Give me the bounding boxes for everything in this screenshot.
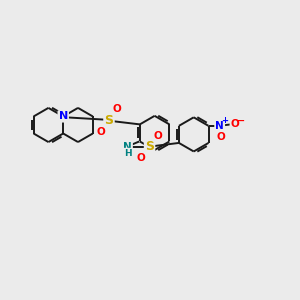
Text: O: O	[137, 153, 146, 163]
Text: H: H	[124, 149, 131, 158]
Text: N: N	[215, 121, 224, 131]
Text: N: N	[58, 111, 68, 122]
Text: S: S	[145, 140, 154, 153]
Text: O: O	[153, 131, 162, 141]
Text: O: O	[113, 104, 122, 114]
Text: O: O	[96, 127, 105, 137]
Text: S: S	[104, 114, 113, 127]
Text: −: −	[237, 116, 245, 126]
Text: O: O	[217, 132, 226, 142]
Text: +: +	[221, 116, 229, 125]
Text: N: N	[123, 142, 132, 152]
Text: O: O	[231, 119, 239, 129]
